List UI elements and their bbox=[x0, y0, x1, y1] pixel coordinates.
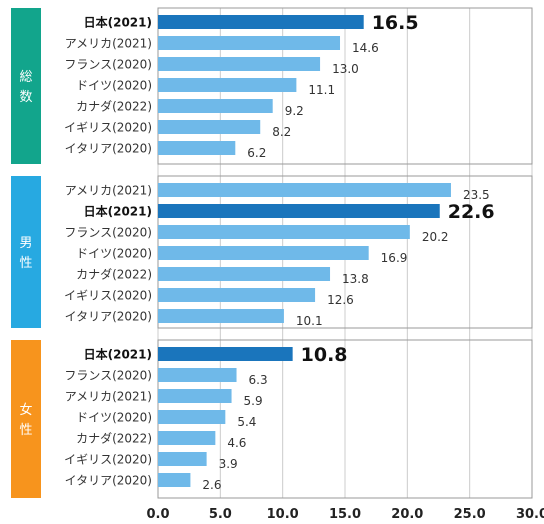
category-label: フランス(2020) bbox=[64, 58, 152, 72]
bar bbox=[158, 368, 237, 382]
bar bbox=[158, 225, 410, 239]
panel-label-char: 性 bbox=[19, 256, 32, 271]
value-label: 11.1 bbox=[308, 83, 335, 97]
value-label: 3.9 bbox=[219, 457, 238, 471]
bar bbox=[158, 120, 261, 134]
bar bbox=[158, 452, 207, 466]
panel-label-char: 性 bbox=[19, 423, 32, 438]
category-label: 日本(2021) bbox=[84, 204, 152, 219]
category-label: アメリカ(2021) bbox=[65, 37, 152, 51]
value-label: 23.5 bbox=[463, 188, 490, 202]
bar bbox=[158, 15, 364, 29]
value-label: 9.2 bbox=[285, 104, 304, 118]
panel-label: 男性 bbox=[19, 236, 32, 271]
value-label: 12.6 bbox=[327, 293, 354, 307]
value-label: 2.6 bbox=[202, 478, 221, 492]
panel-label-char: 男 bbox=[19, 236, 32, 251]
x-tick-label: 0.0 bbox=[146, 507, 169, 522]
category-label: ドイツ(2020) bbox=[76, 247, 152, 261]
category-label: イタリア(2020) bbox=[65, 142, 152, 156]
bar bbox=[158, 347, 293, 361]
category-label: 日本(2021) bbox=[84, 15, 152, 30]
value-label: 5.9 bbox=[244, 394, 263, 408]
category-label: フランス(2020) bbox=[64, 369, 152, 383]
category-label: イギリス(2020) bbox=[64, 121, 152, 135]
x-tick-label: 15.0 bbox=[329, 507, 361, 522]
value-label: 14.6 bbox=[352, 41, 379, 55]
bar bbox=[158, 389, 232, 403]
panel: 総数 日本(2021) 16.5 アメリカ(2021) 14.6 フランス(2020) 13… bbox=[11, 7, 533, 165]
category-label: アメリカ(2021) bbox=[65, 184, 152, 198]
panel-strip bbox=[11, 176, 41, 328]
value-label: 13.8 bbox=[342, 272, 369, 286]
panel: 女性 日本(2021) 10.8 フランス(2020) 6.3 アメリカ(2021) 5.9… bbox=[11, 339, 533, 499]
value-label: 10.8 bbox=[301, 344, 348, 366]
bar bbox=[158, 57, 321, 71]
panel-label-char: 総 bbox=[19, 70, 32, 85]
bar bbox=[158, 410, 226, 424]
category-label: イギリス(2020) bbox=[64, 289, 152, 303]
category-label: イタリア(2020) bbox=[65, 310, 152, 324]
panel-label-char: 女 bbox=[19, 402, 32, 418]
category-label: フランス(2020) bbox=[64, 226, 152, 240]
category-label: イギリス(2020) bbox=[64, 453, 152, 467]
panel-label: 女性 bbox=[19, 402, 32, 438]
value-label: 4.6 bbox=[227, 436, 246, 450]
category-label: ドイツ(2020) bbox=[76, 79, 152, 93]
bar bbox=[158, 288, 316, 302]
category-label: ドイツ(2020) bbox=[76, 411, 152, 425]
bar bbox=[158, 141, 236, 155]
panel-label: 総数 bbox=[19, 70, 32, 105]
bar bbox=[158, 99, 273, 113]
x-tick-label: 5.0 bbox=[209, 507, 232, 522]
value-label: 16.5 bbox=[372, 12, 419, 34]
value-label: 13.0 bbox=[332, 62, 359, 76]
bar bbox=[158, 78, 297, 92]
category-label: カナダ(2022) bbox=[76, 431, 152, 446]
category-label: イタリア(2020) bbox=[65, 474, 152, 488]
value-label: 6.3 bbox=[249, 373, 268, 387]
value-label: 5.4 bbox=[237, 415, 256, 429]
panel-label-char: 数 bbox=[19, 90, 32, 105]
x-tick-label: 20.0 bbox=[391, 507, 423, 522]
bar bbox=[158, 183, 451, 197]
value-label: 8.2 bbox=[272, 125, 291, 139]
bar bbox=[158, 267, 331, 281]
value-label: 22.6 bbox=[448, 201, 495, 223]
x-axis: 0.0 5.0 10.0 15.0 20.0 25.0 30.0 bbox=[146, 507, 544, 522]
value-label: 6.2 bbox=[247, 146, 266, 160]
bar bbox=[158, 246, 369, 260]
category-label: アメリカ(2021) bbox=[65, 390, 152, 404]
value-label: 10.1 bbox=[296, 314, 323, 328]
x-tick-label: 25.0 bbox=[454, 507, 486, 522]
bar bbox=[158, 431, 216, 445]
category-label: カナダ(2022) bbox=[76, 99, 152, 114]
value-label: 16.9 bbox=[381, 251, 408, 265]
panel-strip bbox=[11, 8, 41, 164]
bar bbox=[158, 309, 284, 323]
x-tick-label: 30.0 bbox=[516, 507, 544, 522]
bar bbox=[158, 473, 191, 487]
panel: 男性 アメリカ(2021) 23.5 日本(2021) 22.6 フランス(2020) 20… bbox=[11, 175, 533, 329]
panel-strip bbox=[11, 340, 41, 498]
category-label: カナダ(2022) bbox=[76, 267, 152, 282]
bar bbox=[158, 36, 341, 50]
value-label: 20.2 bbox=[422, 230, 449, 244]
x-tick-label: 10.0 bbox=[267, 507, 299, 522]
bar bbox=[158, 204, 440, 218]
category-label: 日本(2021) bbox=[84, 347, 152, 362]
